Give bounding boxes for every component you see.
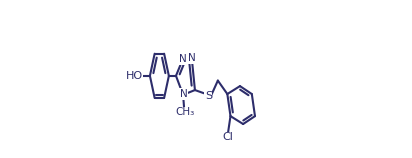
Text: CH₃: CH₃ [175,107,194,117]
Text: HO: HO [126,71,143,81]
Text: N: N [179,54,187,64]
Text: S: S [205,91,212,101]
Text: N: N [188,53,196,64]
Text: Cl: Cl [222,132,233,143]
Text: N: N [180,89,188,99]
